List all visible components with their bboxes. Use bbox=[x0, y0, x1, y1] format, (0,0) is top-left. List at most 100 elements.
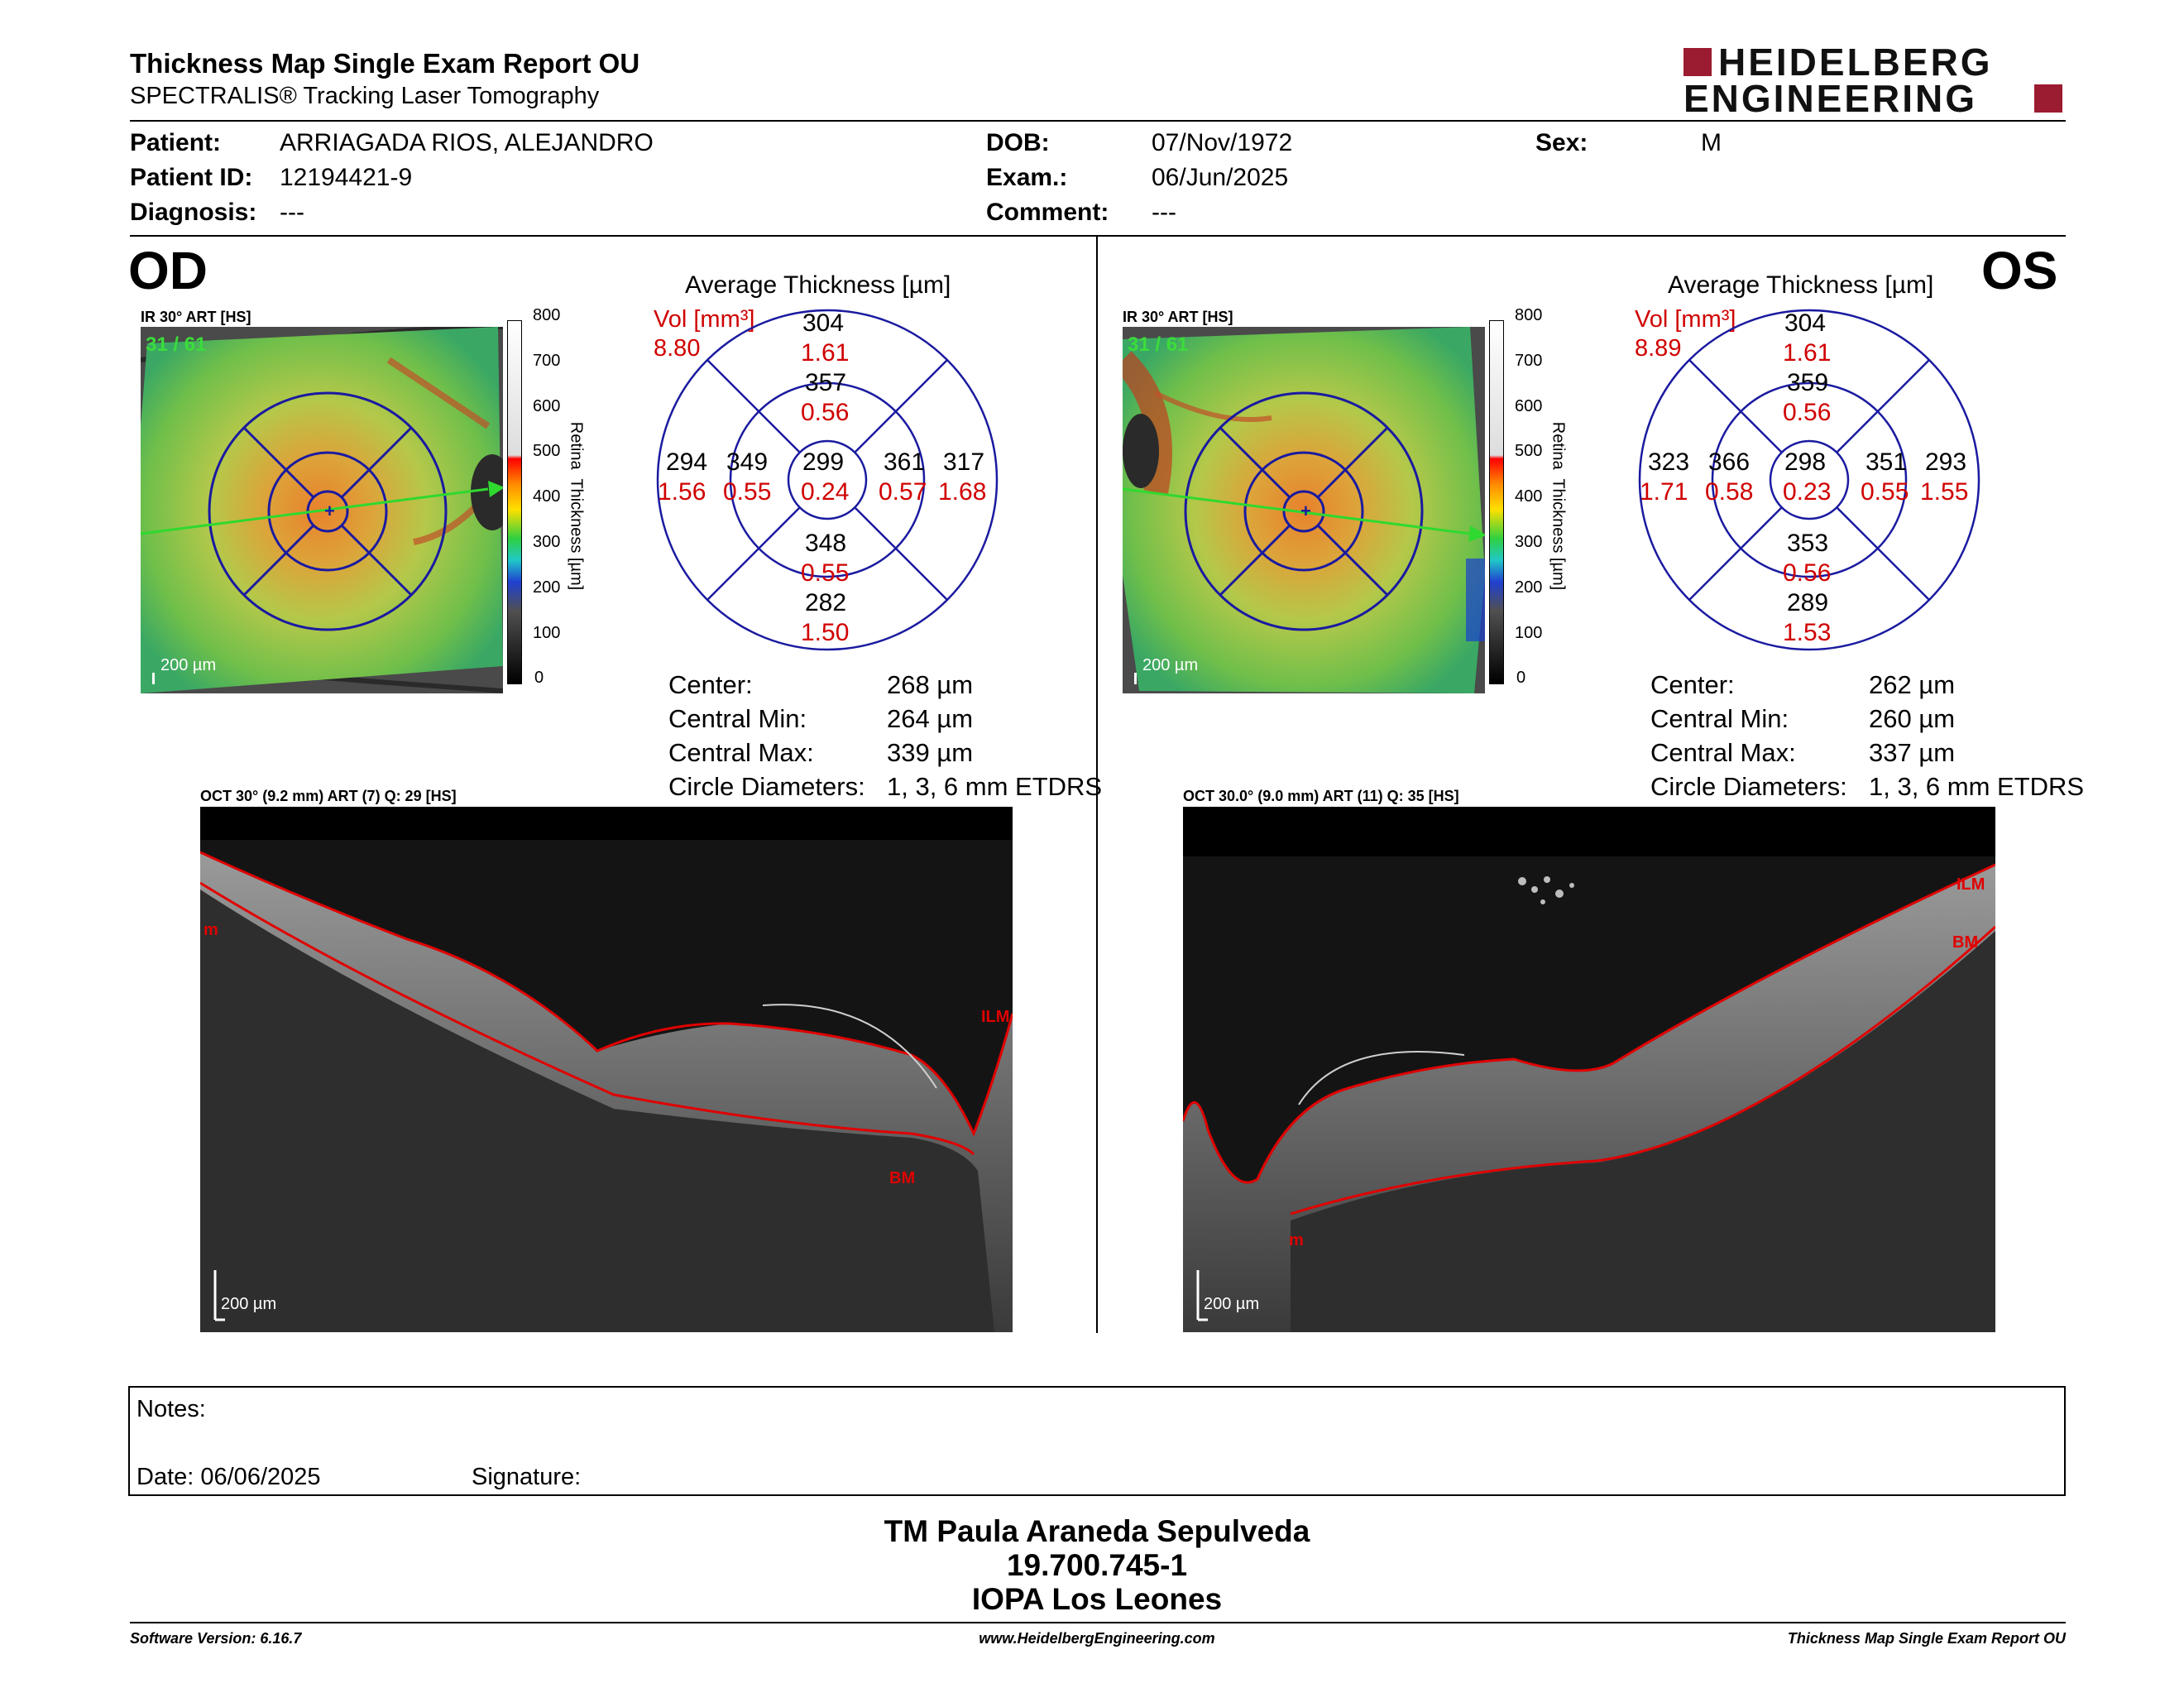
logo-square-top bbox=[1684, 48, 1712, 76]
os-max-label: Central Max: bbox=[1650, 738, 1796, 767]
os-ir-label: IR 30° ART [HS] bbox=[1123, 309, 1233, 325]
od-tick: 300 bbox=[533, 533, 561, 551]
os-vitreous-opacities bbox=[1518, 876, 1574, 904]
report-subtitle: SPECTRALIS® Tracking Laser Tomography bbox=[130, 83, 600, 109]
sex-value: M bbox=[1701, 129, 1722, 156]
os-ir-scale-bar bbox=[1134, 673, 1137, 684]
os-left-outer: 323 bbox=[1648, 448, 1690, 476]
os-top-outer-vol: 1.61 bbox=[1783, 339, 1832, 367]
os-left-outer-vol: 1.71 bbox=[1640, 478, 1688, 506]
od-right-inner-vol: 0.57 bbox=[879, 478, 927, 506]
os-bscan: ILM BM m bbox=[1183, 807, 1995, 1332]
os-diam-value: 1, 3, 6 mm ETDRS bbox=[1869, 772, 2085, 801]
od-min-label: Central Min: bbox=[668, 704, 807, 733]
od-right-outer: 317 bbox=[943, 448, 985, 476]
os-tick: 800 bbox=[1515, 306, 1543, 324]
os-bm-label: BM bbox=[1952, 933, 1978, 952]
od-vol-label: Vol [mm³] bbox=[654, 306, 755, 333]
od-colorbar-title: Retina Thickness [µm] bbox=[567, 421, 586, 591]
os-thickness-map bbox=[1123, 327, 1485, 693]
od-tick: 500 bbox=[533, 442, 561, 460]
os-colorbar bbox=[1489, 320, 1504, 684]
os-bottom-outer: 289 bbox=[1787, 589, 1829, 616]
os-max-value: 337 µm bbox=[1869, 738, 1956, 767]
os-tick: 500 bbox=[1515, 442, 1543, 460]
os-top-inner: 359 bbox=[1787, 369, 1829, 396]
os-tick: 300 bbox=[1515, 533, 1543, 551]
od-tick: 600 bbox=[533, 397, 561, 415]
os-avg-title: Average Thickness [µm] bbox=[1668, 271, 1934, 299]
os-center-label: Center: bbox=[1650, 670, 1735, 699]
patient-rule bbox=[130, 235, 2066, 237]
heidelberg-logo: HEIDELBERG ENGINEERING bbox=[1684, 41, 2064, 120]
os-tick: 0 bbox=[1516, 669, 1526, 687]
od-ilm-label: ILM bbox=[981, 1008, 1009, 1026]
od-ir-scale: 200 µm bbox=[160, 656, 217, 674]
od-etdrs-overlay: + bbox=[141, 391, 503, 631]
logo-square-bottom bbox=[2034, 84, 2062, 113]
signer-clinic: IOPA Los Leones bbox=[971, 1582, 1223, 1616]
header-rule bbox=[130, 120, 2066, 122]
os-right-outer-vol: 1.55 bbox=[1920, 478, 1969, 506]
od-bscan: ILM BM m bbox=[200, 807, 1013, 1332]
os-center-value: 262 µm bbox=[1869, 670, 1956, 699]
footer-website[interactable]: www.HeidelbergEngineering.com bbox=[979, 1630, 1215, 1647]
os-etdrs-values: 304 1.61 359 0.56 323 1.71 366 0.58 298 … bbox=[1636, 306, 1983, 654]
patient-name: ARRIAGADA RIOS, ALEJANDRO bbox=[280, 129, 654, 156]
od-center: 299 bbox=[802, 448, 845, 476]
patient-id: 12194421-9 bbox=[280, 164, 413, 191]
od-top-outer-vol: 1.61 bbox=[801, 339, 850, 367]
od-left-outer-vol: 1.56 bbox=[658, 478, 706, 506]
os-tick: 200 bbox=[1515, 578, 1543, 597]
os-right-inner: 351 bbox=[1866, 448, 1908, 476]
os-frame-counter: 31 / 61 bbox=[1128, 333, 1189, 356]
od-right-inner: 361 bbox=[884, 448, 926, 476]
os-top-outer: 304 bbox=[1784, 309, 1827, 337]
od-max-label: Central Max: bbox=[668, 738, 814, 767]
comment-label: Comment: bbox=[986, 199, 1109, 226]
od-bottom-outer: 282 bbox=[805, 589, 847, 616]
od-tick: 700 bbox=[533, 352, 561, 370]
svg-text:+: + bbox=[1300, 501, 1311, 521]
os-bottom-outer-vol: 1.53 bbox=[1783, 619, 1832, 646]
os-tick: 700 bbox=[1515, 352, 1543, 370]
od-diam-label: Circle Diameters: bbox=[668, 772, 865, 801]
report-title: Thickness Map Single Exam Report OU bbox=[130, 48, 640, 79]
os-ir-scale: 200 µm bbox=[1142, 656, 1199, 674]
os-bottom-inner: 353 bbox=[1787, 530, 1829, 557]
os-colorbar-ticks: 800 700 600 500 400 300 200 100 0 bbox=[1515, 306, 1548, 695]
os-left-inner-vol: 0.58 bbox=[1705, 478, 1754, 506]
od-frame-counter: 31 / 61 bbox=[146, 333, 207, 356]
os-oct-image: ILM BM m 200 µm bbox=[1183, 807, 1995, 1332]
dob-value: 07/Nov/1972 bbox=[1152, 129, 1293, 156]
os-bottom-inner-vol: 0.56 bbox=[1783, 559, 1832, 587]
os-diam-label: Circle Diameters: bbox=[1650, 772, 1847, 801]
patient-label: Patient: bbox=[130, 129, 222, 156]
os-left-inner: 366 bbox=[1708, 448, 1751, 476]
notes-signature[interactable]: Signature: bbox=[472, 1464, 582, 1490]
notes-box: Notes: Date: 06/06/2025 Signature: bbox=[128, 1386, 2066, 1496]
os-ilm-label: ILM bbox=[1956, 875, 1985, 894]
signer-name: TM Paula Araneda Sepulveda bbox=[884, 1514, 1310, 1548]
exam-value: 06/Jun/2025 bbox=[1152, 164, 1289, 191]
od-left-inner: 349 bbox=[726, 448, 769, 476]
notes-date: Date: 06/06/2025 bbox=[136, 1464, 321, 1490]
od-etdrs-chart bbox=[656, 309, 999, 651]
od-avg-title: Average Thickness [µm] bbox=[685, 271, 951, 299]
od-colorbar bbox=[507, 320, 522, 684]
od-bottom-inner-vol: 0.55 bbox=[801, 559, 850, 587]
os-min-value: 260 µm bbox=[1869, 704, 1956, 733]
od-ir-scale-bar bbox=[152, 673, 155, 684]
os-min-label: Central Min: bbox=[1650, 704, 1789, 733]
od-top-inner: 357 bbox=[805, 369, 847, 396]
os-right-outer: 293 bbox=[1925, 448, 1967, 476]
notes-label: Notes: bbox=[136, 1396, 206, 1422]
os-oct-label: OCT 30.0° (9.0 mm) ART (11) Q: 35 [HS] bbox=[1183, 788, 1459, 804]
comment-value: --- bbox=[1152, 199, 1176, 226]
os-oct-scale: 200 µm bbox=[1204, 1295, 1260, 1313]
svg-text:+: + bbox=[324, 501, 335, 521]
logo-text-heidelberg: HEIDELBERG bbox=[1718, 41, 1993, 84]
os-tick: 600 bbox=[1515, 397, 1543, 415]
os-etdrs-chart bbox=[1638, 309, 1980, 651]
od-min-value: 264 µm bbox=[887, 704, 974, 733]
